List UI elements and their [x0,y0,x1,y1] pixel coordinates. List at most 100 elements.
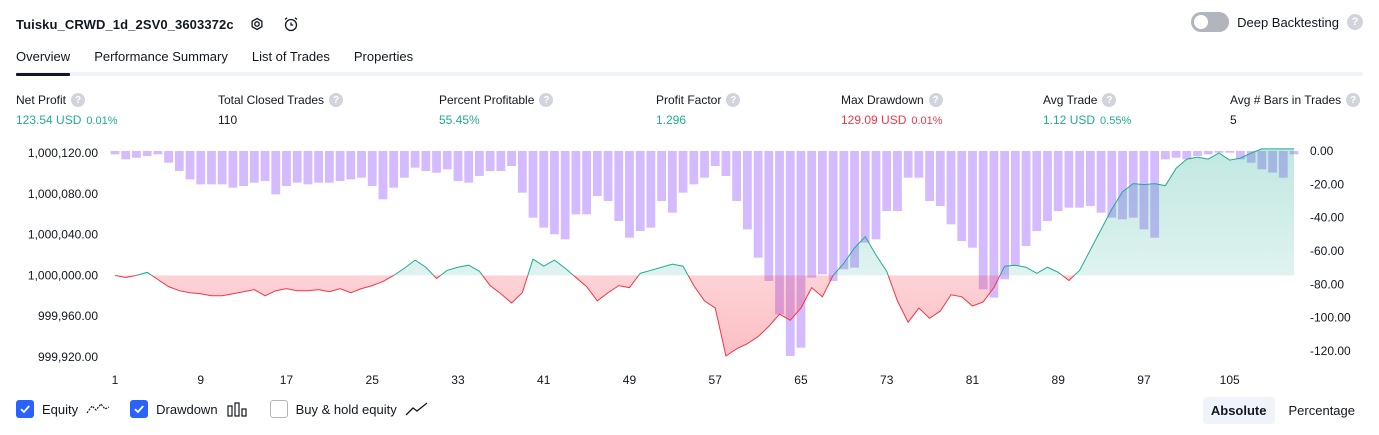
stats-row: Net Profit? 123.54 USD 0.01% Total Closed… [0,93,1379,133]
strategy-header: Tuisku_CRWD_1d_2SV0_3603372c Deep Backte… [16,12,1363,36]
drawdown-bar [571,151,581,215]
chart-legend: Equity Drawdown Buy & hold equity [16,400,449,418]
drawdown-bar [742,151,752,230]
drawdown-bar [925,151,934,201]
drawdown-bar [603,151,613,201]
stat-profit-factor: Profit Factor? 1.296 [656,93,741,127]
drawdown-bar [678,151,688,193]
drawdown-bar [550,151,559,235]
drawdown-bar [335,151,345,181]
drawdown-bar [153,151,163,155]
x-axis-tick: 65 [794,373,808,387]
drawdown-bar [657,151,667,201]
info-icon[interactable]: ? [1102,93,1117,107]
drawdown-bar [1075,151,1085,208]
drawdown-bar [1085,151,1095,206]
drawdown-bar [539,151,549,228]
equity-checkbox[interactable]: Equity [16,400,110,418]
display-mode-switch: Absolute Percentage [1202,397,1363,424]
right-axis-tick: -40.00 [1310,211,1344,225]
percentage-button[interactable]: Percentage [1288,403,1356,418]
drawdown-bar [421,151,431,171]
drawdown-bar [871,151,881,240]
drawdown-bar [324,151,334,183]
help-icon[interactable]: ? [1347,14,1363,30]
buy-hold-label: Buy & hold equity [295,401,397,417]
drawdown-bar [775,151,784,315]
drawdown-bar [1225,151,1235,153]
drawdown-bar [935,151,945,206]
tab-performance-summary[interactable]: Performance Summary [94,49,228,64]
drawdown-bar [1032,151,1042,231]
drawdown-bar [882,151,892,211]
stat-label: Percent Profitable [439,93,535,107]
drawdown-bar [1182,151,1192,160]
unchecked-icon[interactable] [269,400,288,418]
x-axis-tick: 17 [280,373,294,387]
tab-properties[interactable]: Properties [353,49,414,64]
drawdown-bar [207,151,216,185]
info-icon[interactable]: ? [1346,93,1361,107]
drawdown-bar [700,151,709,178]
info-icon[interactable]: ? [726,93,741,107]
drawdown-bar [271,151,281,195]
stat-net-profit: Net Profit? 123.54 USD 0.01% [16,93,118,127]
drawdown-bar [517,151,527,193]
alarm-clock-add-icon[interactable] [280,13,302,35]
stat-label: Profit Factor [656,93,722,107]
drawdown-bar [378,151,388,200]
tab-overview[interactable]: Overview [16,44,71,76]
settings-gear-icon[interactable] [246,13,268,35]
left-axis-tick: 1,000,080.00 [28,187,98,201]
tab-list-of-trades[interactable]: List of Trades [251,49,330,64]
stat-value: 110 [218,113,238,127]
drawdown-bar [432,151,441,173]
checked-icon[interactable] [130,400,149,418]
equity-drawdown-chart[interactable]: 1,000,120.00 1,000,080.00 1,000,040.00 1,00… [0,142,1379,392]
checked-icon[interactable] [16,400,34,418]
deep-backtesting-control: Deep Backtesting ? [1191,12,1363,32]
buy-hold-equity-checkbox[interactable]: Buy & hold equity [269,400,429,418]
info-icon[interactable]: ? [928,93,943,107]
drawdown-bar [400,151,409,178]
drawdown-bar [346,151,356,180]
drawdown-bar [1064,151,1074,208]
drawdown-bar [1118,151,1127,220]
info-icon[interactable]: ? [539,93,554,107]
drawdown-bar [314,151,324,183]
drawdown-bar [260,151,270,181]
stat-avg-trade: Avg Trade? 1.12 USD 0.55% [1043,93,1131,127]
drawdown-label: Drawdown [156,401,218,417]
drawdown-bar [357,151,366,178]
drawdown-bar [367,151,377,186]
stat-avg-bars-in-trades: Avg # Bars in Trades? 5 [1230,93,1361,127]
stat-percent: 0.55% [1100,115,1132,127]
drawdown-bar [893,151,902,211]
left-axis-tick: 1,000,040.00 [28,228,98,242]
stat-percent: 0.01% [86,115,118,127]
drawdown-bar [1203,151,1213,155]
equity-line-icon [86,401,110,417]
equity-series [114,148,1294,357]
stat-label: Net Profit [16,93,67,107]
deep-backtesting-toggle[interactable] [1191,12,1230,32]
x-axis-tick: 1 [112,373,119,387]
x-axis-tick: 57 [709,373,723,387]
drawdown-bar [989,151,999,298]
stat-label: Max Drawdown [841,93,924,107]
drawdown-bar [946,151,956,225]
equity-line-positive [115,148,1294,276]
drawdown-bar [850,151,859,268]
drawdown-bar [110,151,120,155]
info-icon[interactable]: ? [71,93,86,107]
drawdown-bar [753,151,763,258]
drawdown-bar [1053,151,1063,211]
drawdown-bar [1160,151,1170,160]
drawdown-bar [721,151,731,176]
info-icon[interactable]: ? [329,93,344,107]
absolute-button[interactable]: Absolute [1202,397,1275,424]
drawdown-checkbox[interactable]: Drawdown [130,400,249,418]
equity-area-negative [115,275,1294,356]
drawdown-bar [560,151,570,240]
drawdown-bar [667,151,677,213]
